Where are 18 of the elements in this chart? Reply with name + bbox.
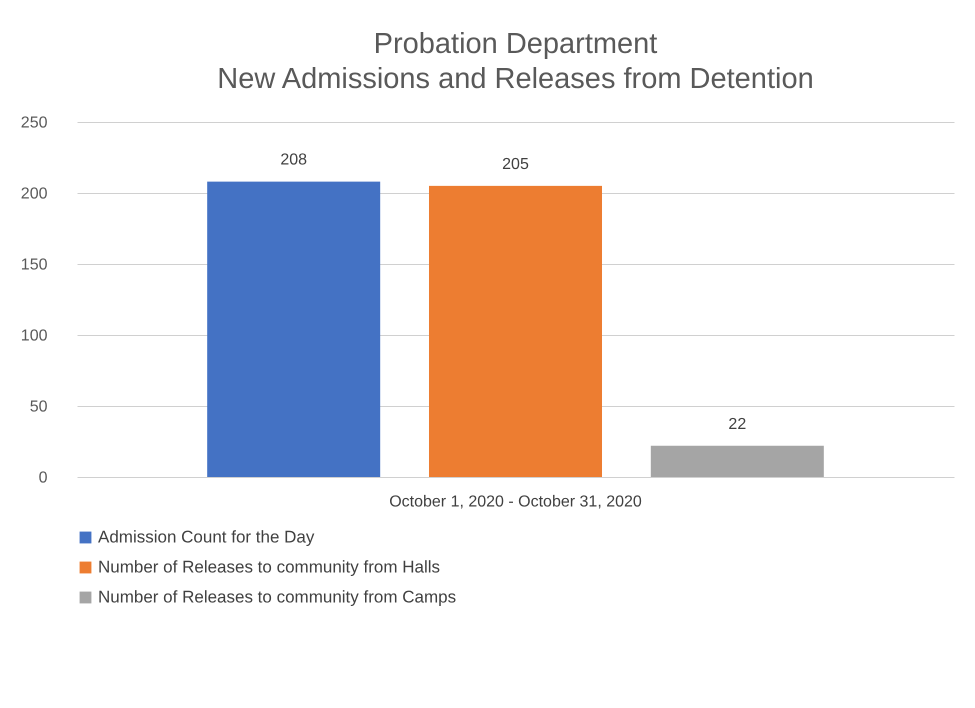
x-tick-label: October 1, 2020 - October 31, 2020 (389, 494, 642, 510)
y-tick-label: 100 (20, 328, 48, 344)
bar (207, 182, 380, 477)
chart-title: Probation Department (374, 28, 658, 60)
data-label: 205 (502, 156, 529, 173)
y-tick-label: 0 (38, 470, 48, 486)
legend-label: Admission Count for the Day (98, 528, 315, 546)
y-tick-label: 50 (30, 398, 48, 416)
chart-subtitle: New Admissions and Releases from Detention (217, 63, 814, 95)
bar (428, 186, 602, 477)
y-tick-label: 150 (20, 256, 48, 274)
data-label: 208 (280, 152, 308, 169)
bar (650, 446, 824, 477)
data-label: 22 (728, 416, 746, 433)
legend-label: Number of Releases to community from Camps (98, 588, 456, 606)
legend-label: Number of Releases to community from Halls (98, 558, 440, 576)
y-tick-label: 250 (20, 114, 48, 132)
y-tick-label: 200 (20, 186, 48, 202)
